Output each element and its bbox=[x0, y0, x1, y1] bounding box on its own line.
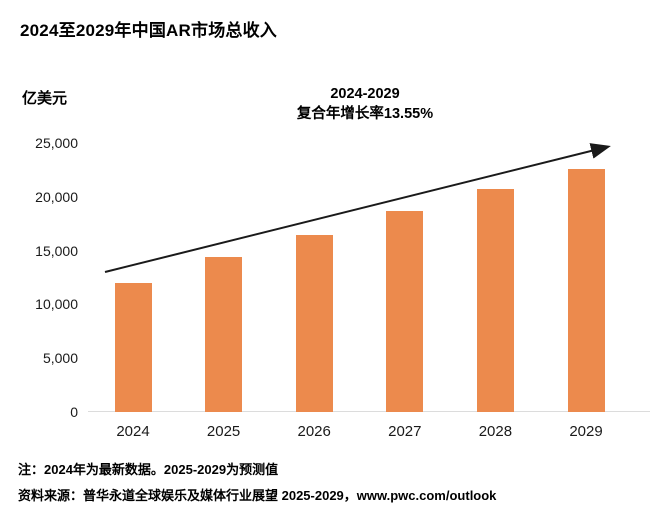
y-tick-label: 20,000 bbox=[35, 188, 78, 205]
bar-2027 bbox=[386, 211, 424, 412]
y-tick-label: 15,000 bbox=[35, 242, 78, 259]
y-tick-label: 0 bbox=[70, 404, 78, 420]
x-axis-label-2026: 2026 bbox=[297, 423, 331, 440]
y-tick-label: 5,000 bbox=[42, 350, 78, 367]
cagr-annotation-rate: 复合年增长率13.55% bbox=[296, 106, 434, 122]
bar-2024 bbox=[114, 282, 152, 412]
x-axis-label-2028: 2028 bbox=[478, 423, 513, 440]
x-axis-label-2027: 2027 bbox=[388, 423, 422, 440]
bar-2025 bbox=[205, 257, 243, 412]
x-axis-label-2025: 2025 bbox=[206, 423, 241, 440]
footnote-source: 资料来源：普华永道全球娱乐及媒体行业展望 2025-2029，www.pwc.c… bbox=[18, 488, 497, 503]
bar-2028 bbox=[476, 189, 514, 412]
bar-2026 bbox=[295, 234, 333, 412]
cagr-annotation-range: 2024-2029 bbox=[330, 86, 400, 102]
footnote-note: 注：2024年为最新数据。2025-2029为预测值 bbox=[18, 462, 279, 477]
y-tick-label: 10,000 bbox=[35, 296, 78, 313]
y-tick-label: 25,000 bbox=[35, 135, 78, 151]
cagr-annotation: 2024-2029 复合年增长率13.55% bbox=[215, 84, 515, 124]
x-axis-label-2029: 2029 bbox=[569, 423, 603, 440]
y-axis-unit-label: 亿美元 bbox=[22, 90, 68, 107]
page-title: 2024至2029年中国AR市场总收入 bbox=[20, 21, 277, 40]
bar-2029 bbox=[567, 168, 605, 412]
x-axis-label-2024: 2024 bbox=[116, 423, 150, 440]
x-axis-line bbox=[88, 411, 650, 412]
